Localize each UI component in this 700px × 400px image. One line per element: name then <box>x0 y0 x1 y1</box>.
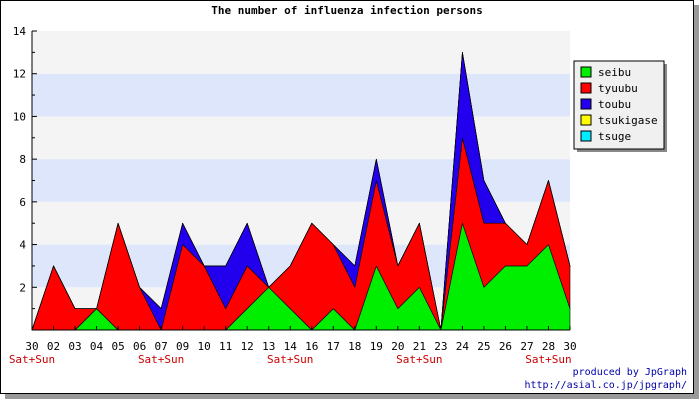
grid-band <box>32 73 570 117</box>
chart-frame: The number of influenza infection person… <box>0 0 694 394</box>
x-tick-label: 02 <box>47 340 60 353</box>
grid-band <box>32 116 570 160</box>
weekend-label: Sat+Sun <box>267 353 313 366</box>
x-tick-label: 25 <box>477 340 490 353</box>
x-tick-label: 06 <box>133 340 146 353</box>
legend-swatch-seibu <box>580 66 592 78</box>
x-tick-label: 18 <box>348 340 361 353</box>
y-tick-label: 4 <box>19 239 26 252</box>
x-tick-label: 19 <box>370 340 383 353</box>
legend-swatch-tsuge <box>580 130 592 142</box>
weekend-label: Sat+Sun <box>9 353 55 366</box>
x-tick-label: 11 <box>219 340 232 353</box>
x-tick-label: 26 <box>499 340 512 353</box>
x-tick-label: 28 <box>542 340 555 353</box>
legend-label-toubu: toubu <box>598 98 631 111</box>
credit-produced-by: produced by JpGraph <box>572 367 687 378</box>
x-tick-label: 10 <box>198 340 211 353</box>
x-tick-label: 24 <box>456 340 470 353</box>
x-tick-label: 09 <box>176 340 189 353</box>
y-tick-label: 2 <box>19 281 26 294</box>
y-tick-label: 8 <box>19 153 26 166</box>
weekend-label: Sat+Sun <box>525 353 571 366</box>
x-tick-label: 27 <box>520 340 533 353</box>
series-area-tsuge <box>31 52 571 331</box>
y-tick-label: 12 <box>13 68 26 81</box>
x-tick-label: 12 <box>241 340 254 353</box>
weekend-label: Sat+Sun <box>138 353 184 366</box>
y-tick-label: 10 <box>13 110 26 123</box>
credit-url[interactable]: http://asial.co.jp/jpgraph/ <box>524 380 687 391</box>
grid-band <box>32 31 570 74</box>
weekend-label: Sat+Sun <box>396 353 442 366</box>
legend-label-seibu: seibu <box>598 66 631 79</box>
legend-label-tyuubu: tyuubu <box>598 82 638 95</box>
x-tick-label: 23 <box>434 340 447 353</box>
x-tick-label: 04 <box>90 340 104 353</box>
legend-swatch-tsukigase <box>580 114 592 126</box>
x-tick-label: 30 <box>563 340 576 353</box>
x-tick-label: 03 <box>68 340 81 353</box>
x-tick-label: 20 <box>391 340 404 353</box>
y-tick-label: 14 <box>13 25 27 38</box>
legend-swatch-toubu <box>580 98 592 110</box>
y-tick-label: 6 <box>19 196 26 209</box>
chart-title: The number of influenza infection person… <box>211 4 483 17</box>
x-tick-label: 17 <box>327 340 340 353</box>
x-tick-label: 21 <box>413 340 426 353</box>
x-tick-label: 07 <box>154 340 167 353</box>
x-tick-label: 16 <box>305 340 318 353</box>
legend-label-tsukigase: tsukigase <box>598 114 658 127</box>
legend-swatch-tyuubu <box>580 82 592 94</box>
x-tick-label: 30 <box>25 340 38 353</box>
x-tick-label: 14 <box>284 340 298 353</box>
x-tick-label: 05 <box>111 340 124 353</box>
x-tick-label: 13 <box>262 340 275 353</box>
legend-label-tsuge: tsuge <box>598 130 631 143</box>
